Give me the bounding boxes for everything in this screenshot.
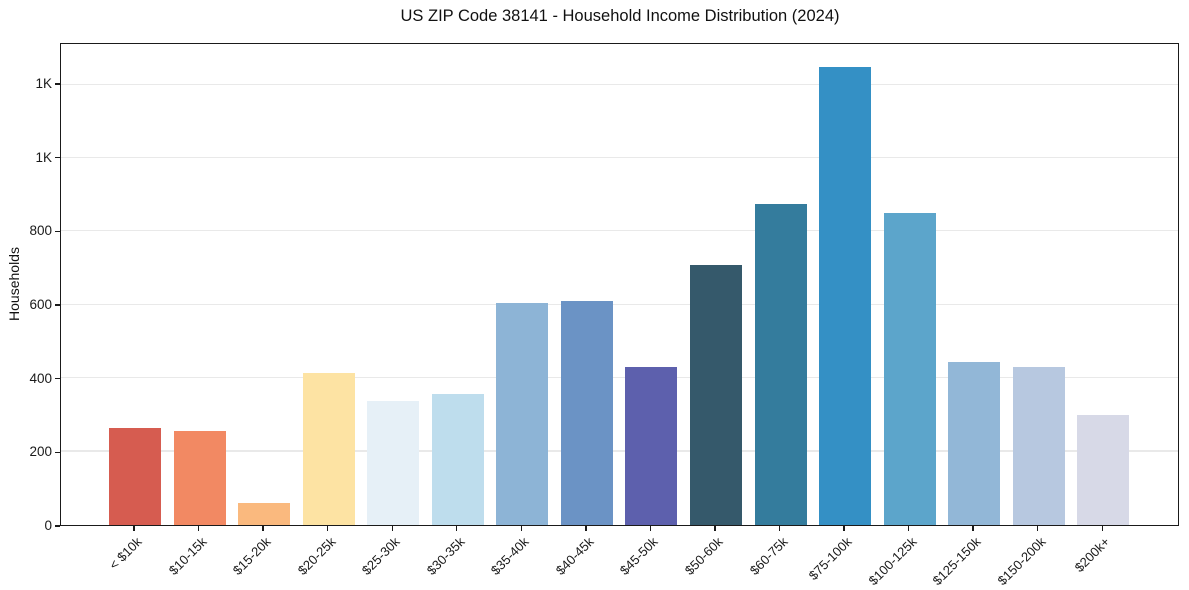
y-tick-label: 600: [29, 296, 52, 312]
gridline-200: [61, 450, 1178, 452]
x-tick-mark: [1101, 526, 1103, 531]
x-tick-mark: [778, 526, 781, 531]
y-tick-mark: [55, 525, 60, 527]
x-tick-mark: [197, 526, 200, 531]
bar-$100-125k: [883, 212, 936, 525]
x-tick-mark: [843, 526, 845, 531]
x-tick-mark: [714, 526, 716, 531]
y-tick-mark: [55, 451, 60, 453]
bar-$30-35k: [431, 394, 484, 525]
x-tick-mark: [972, 526, 974, 531]
bar-< $10k: [109, 428, 161, 525]
bar-$40-45k: [560, 300, 613, 525]
bar-$25-30k: [367, 401, 420, 525]
x-tick-mark: [585, 526, 587, 531]
y-tick-label: 800: [29, 223, 52, 239]
gridline-1200: [61, 83, 1178, 85]
x-tick-mark: [326, 526, 329, 531]
y-tick-mark: [55, 304, 60, 306]
bar-$75-100k: [819, 66, 872, 525]
y-tick-label: 400: [29, 370, 52, 386]
bar-$35-40k: [496, 303, 549, 525]
gridline-1000: [61, 156, 1178, 159]
x-tick-mark: [649, 526, 652, 531]
x-tick-mark: [907, 526, 910, 531]
bar-$125-150k: [948, 361, 1001, 525]
y-tick-mark: [55, 156, 60, 159]
gridline-600: [61, 303, 1178, 305]
gridline-800: [61, 230, 1178, 232]
y-tick-label: 200: [29, 444, 52, 460]
bar-$45-50k: [625, 367, 678, 525]
bar-$50-60k: [689, 264, 742, 525]
bar-$10-15k: [173, 431, 226, 525]
bar-$150-200k: [1012, 366, 1065, 525]
bar-$60-75k: [754, 203, 807, 525]
plot-area: [60, 43, 1179, 526]
bar-$15-20k: [238, 502, 291, 525]
x-tick-mark: [133, 526, 135, 531]
gridline-400: [61, 377, 1178, 379]
y-tick-label: 0: [44, 518, 52, 533]
y-tick-mark: [55, 230, 60, 232]
x-tick-mark: [262, 526, 264, 531]
chart-title: US ZIP Code 38141 - Household Income Dis…: [400, 7, 840, 25]
x-tick-mark: [520, 526, 522, 531]
bar-$200k+: [1077, 414, 1130, 525]
x-tick-mark: [391, 526, 393, 531]
x-tick-mark: [1037, 526, 1039, 531]
y-tick-mark: [55, 83, 60, 85]
x-tick-label: < $10k: [106, 534, 145, 573]
y-tick-label: 1K: [35, 149, 52, 165]
y-tick-label: 1K: [35, 75, 52, 91]
y-tick-mark: [55, 377, 60, 380]
bar-$20-25k: [302, 372, 355, 525]
x-tick-mark: [456, 526, 458, 531]
